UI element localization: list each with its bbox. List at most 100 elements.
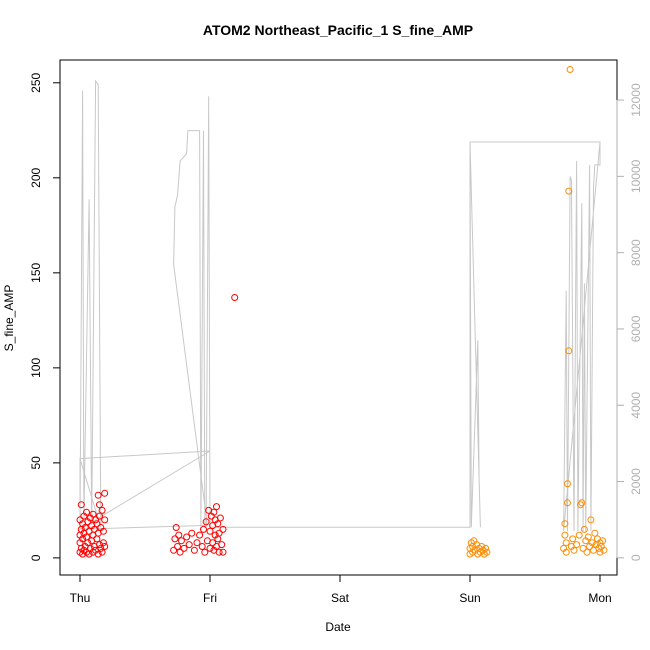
plot-frame (59, 59, 618, 576)
data-point (93, 520, 101, 528)
data-point (96, 501, 103, 509)
data-point (231, 294, 239, 301)
secondary-series-line (78, 79, 601, 532)
data-point (193, 539, 201, 547)
data-point (561, 520, 569, 528)
data-point (172, 524, 180, 531)
y2-tick-label: 0 (629, 554, 643, 561)
data-point (575, 531, 583, 539)
y-tick-label: 150 (29, 263, 43, 283)
data-point (198, 543, 206, 550)
data-point (89, 510, 97, 518)
data-point (564, 480, 571, 488)
data-point (101, 489, 109, 497)
x-tick-label: Sat (331, 591, 350, 605)
data-point (587, 516, 595, 524)
data-point (577, 501, 584, 509)
data-point (188, 529, 196, 537)
data-point (580, 525, 588, 533)
data-point (219, 525, 227, 533)
y-axis-label: S_fine_AMP (2, 285, 16, 352)
data-point (83, 508, 90, 516)
x-tick-label: Mon (588, 591, 611, 605)
data-point (183, 533, 191, 541)
data-point (215, 548, 223, 556)
data-point (185, 541, 193, 549)
data-point (174, 543, 181, 550)
data-point (478, 543, 486, 550)
data-point (599, 537, 607, 545)
data-point (565, 187, 573, 195)
data-point (588, 539, 596, 547)
data-point (177, 537, 185, 545)
x-tick-label: Fri (203, 591, 217, 605)
data-point (180, 544, 188, 552)
data-point (600, 546, 608, 554)
data-point (97, 544, 105, 552)
data-point (483, 548, 491, 556)
data-point (573, 541, 581, 549)
data-point (171, 535, 179, 543)
data-point (93, 535, 101, 543)
y2-tick-label: 10000 (629, 159, 643, 193)
data-point (77, 501, 85, 509)
points-layer (76, 66, 608, 558)
secondary-line-layer (78, 79, 601, 532)
data-point (561, 531, 569, 539)
data-point (219, 548, 227, 556)
data-point (216, 514, 224, 522)
data-point (562, 548, 570, 556)
data-point (210, 508, 218, 516)
data-point (190, 546, 198, 554)
data-point (206, 544, 214, 552)
data-point (92, 516, 100, 524)
data-point (202, 518, 210, 526)
data-point (215, 529, 223, 537)
data-point (584, 533, 592, 541)
y-tick-label: 0 (29, 554, 43, 561)
data-point (583, 548, 591, 556)
data-point (84, 539, 92, 547)
data-point (98, 548, 106, 556)
data-point (213, 503, 220, 511)
data-point (566, 66, 574, 73)
data-point (218, 541, 226, 549)
data-point (214, 520, 222, 528)
y-tick-label: 100 (29, 358, 43, 378)
data-point (99, 539, 107, 547)
y2-tick-label: 8000 (629, 239, 643, 266)
x-axis-label: Date (325, 620, 351, 634)
data-point (570, 546, 578, 554)
data-point (569, 535, 577, 543)
data-point (209, 539, 217, 547)
y2-tick-label: 6000 (629, 315, 643, 342)
data-point (94, 491, 102, 499)
data-point (175, 531, 183, 539)
data-point (99, 527, 107, 535)
data-point (564, 499, 571, 507)
data-point (591, 529, 599, 537)
y2-tick-label: 2000 (629, 468, 643, 495)
y-tick-label: 200 (29, 167, 43, 187)
data-point (101, 543, 109, 550)
data-point (578, 499, 586, 507)
y-axis-right: 0 2000 4000 6000 8000 10000 12000 (616, 83, 643, 561)
y2-tick-label: 4000 (629, 392, 643, 419)
data-point (98, 506, 106, 514)
y-tick-label: 250 (29, 72, 43, 92)
data-point (90, 525, 98, 533)
data-point (101, 516, 109, 524)
data-point (206, 527, 214, 535)
data-point (201, 548, 209, 556)
data-point (94, 550, 102, 558)
data-point (81, 524, 89, 531)
data-point (200, 525, 207, 533)
y2-tick-label: 12000 (629, 83, 643, 117)
data-point (579, 544, 587, 552)
data-point (565, 347, 573, 355)
y-tick-label: 50 (29, 456, 43, 470)
y-axis-left: 0 50 100 150 200 250 (29, 72, 61, 561)
chart-title: ATOM2 Northeast_Pacific_1 S_fine_AMP (203, 22, 473, 38)
data-point (96, 512, 103, 520)
